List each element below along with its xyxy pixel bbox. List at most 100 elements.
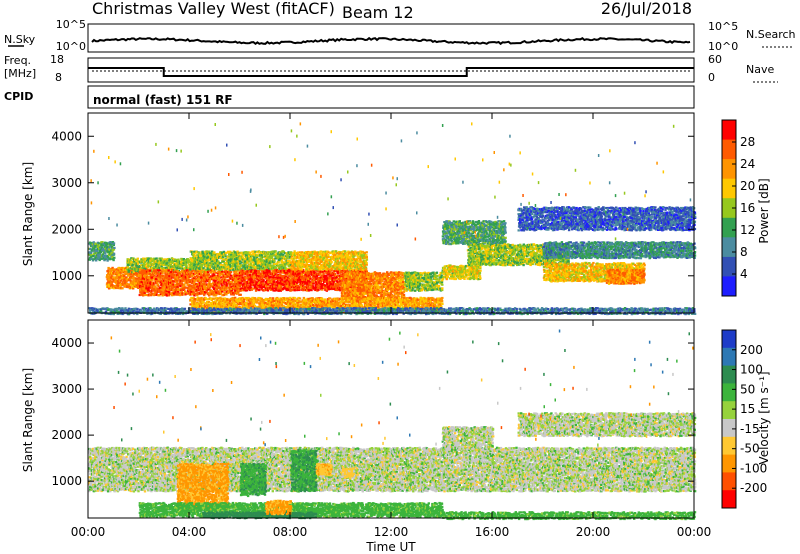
data-cell — [117, 285, 119, 287]
data-cell — [169, 277, 171, 279]
data-cell — [278, 261, 280, 263]
data-cell — [330, 283, 332, 285]
data-cell — [341, 271, 343, 273]
data-cell — [171, 269, 173, 271]
data-cell — [365, 268, 367, 270]
data-cell — [201, 264, 203, 266]
data-cell — [177, 259, 179, 261]
data-cell — [92, 255, 94, 257]
freq-right-tick-top: 60 — [708, 53, 722, 66]
cpid-text: normal (fast) 151 RF — [93, 93, 233, 107]
data-cell — [330, 261, 332, 263]
data-cell — [365, 262, 367, 264]
noise-left-tick-top: 10^5 — [56, 18, 86, 31]
data-cell — [281, 260, 283, 262]
data-cell — [351, 251, 353, 253]
date-label: 26/Jul/2018 — [601, 0, 692, 18]
data-cell — [271, 256, 273, 258]
data-cell — [240, 282, 242, 284]
data-cell — [193, 282, 195, 284]
noise-strip: N.Sky 10^5 10^0 10^5 10^0 N.Search — [4, 18, 796, 53]
data-cell — [284, 267, 286, 269]
data-cell — [113, 242, 115, 244]
noise-sky-trace — [92, 38, 690, 44]
data-cell — [129, 280, 131, 282]
data-cell — [249, 252, 251, 254]
data-cell — [215, 272, 217, 274]
data-cell — [243, 273, 245, 275]
freq-left-tick-top: 18 — [50, 53, 64, 66]
data-cell — [258, 271, 260, 273]
data-cell — [198, 252, 200, 254]
data-cell — [185, 265, 187, 267]
cpid-label: CPID — [4, 90, 33, 103]
data-cell — [273, 281, 275, 283]
data-cell — [155, 257, 157, 259]
data-cell — [123, 275, 125, 277]
data-cell — [243, 281, 245, 283]
data-cell — [199, 264, 201, 266]
data-cell — [168, 269, 170, 271]
data-cell — [104, 252, 106, 254]
data-cell — [357, 260, 359, 262]
data-cell — [334, 273, 336, 275]
data-cell — [194, 276, 196, 278]
data-cell — [121, 287, 123, 289]
noise-right-tick-top: 10^5 — [708, 20, 738, 33]
data-cell — [177, 270, 179, 272]
data-cell — [113, 253, 115, 255]
data-cell — [312, 285, 314, 287]
frequency-trace — [88, 68, 694, 76]
data-cell — [146, 269, 148, 271]
data-cell — [352, 269, 354, 271]
cpid-strip: CPID normal (fast) 151 RF — [4, 86, 694, 108]
data-cell — [218, 284, 220, 286]
data-cell — [268, 270, 270, 272]
data-cell — [113, 268, 115, 270]
freq-label-line1: Freq. — [4, 54, 31, 67]
data-cell — [273, 263, 275, 265]
data-cell — [120, 280, 122, 282]
data-cell — [111, 284, 113, 286]
data-cell — [161, 272, 163, 274]
data-cell — [112, 259, 114, 261]
data-cell — [213, 251, 215, 253]
freq-label-line2: [MHz] — [4, 67, 36, 80]
data-cell — [200, 272, 202, 274]
data-cell — [291, 289, 293, 291]
data-cell — [133, 271, 135, 273]
data-cell — [258, 289, 260, 291]
data-cell — [351, 288, 353, 290]
data-cell — [358, 256, 360, 258]
data-cell — [208, 274, 210, 276]
data-cell — [151, 279, 153, 281]
data-cell — [213, 274, 215, 276]
data-cell — [107, 267, 109, 269]
data-cell — [154, 285, 156, 287]
data-cell — [273, 260, 275, 262]
data-cell — [320, 250, 322, 252]
data-cell — [170, 271, 172, 273]
data-cell — [161, 294, 163, 296]
data-cell — [194, 255, 196, 257]
data-cell — [240, 294, 242, 296]
data-cell — [113, 247, 115, 249]
data-cell — [255, 290, 257, 292]
data-cell — [90, 252, 92, 254]
noise-sky-label: N.Sky — [4, 33, 36, 46]
noise-right-tick-bottom: 10^0 — [708, 40, 738, 53]
data-cell — [335, 250, 337, 252]
data-cell — [230, 275, 232, 277]
data-cell — [144, 294, 146, 296]
data-cell — [106, 260, 108, 262]
data-cell — [215, 294, 217, 296]
data-cell — [184, 286, 186, 288]
data-cell — [181, 270, 183, 272]
data-cell — [286, 274, 288, 276]
data-cell — [242, 256, 244, 258]
data-cell — [200, 276, 202, 278]
data-cell — [179, 285, 181, 287]
data-cell — [312, 283, 314, 285]
